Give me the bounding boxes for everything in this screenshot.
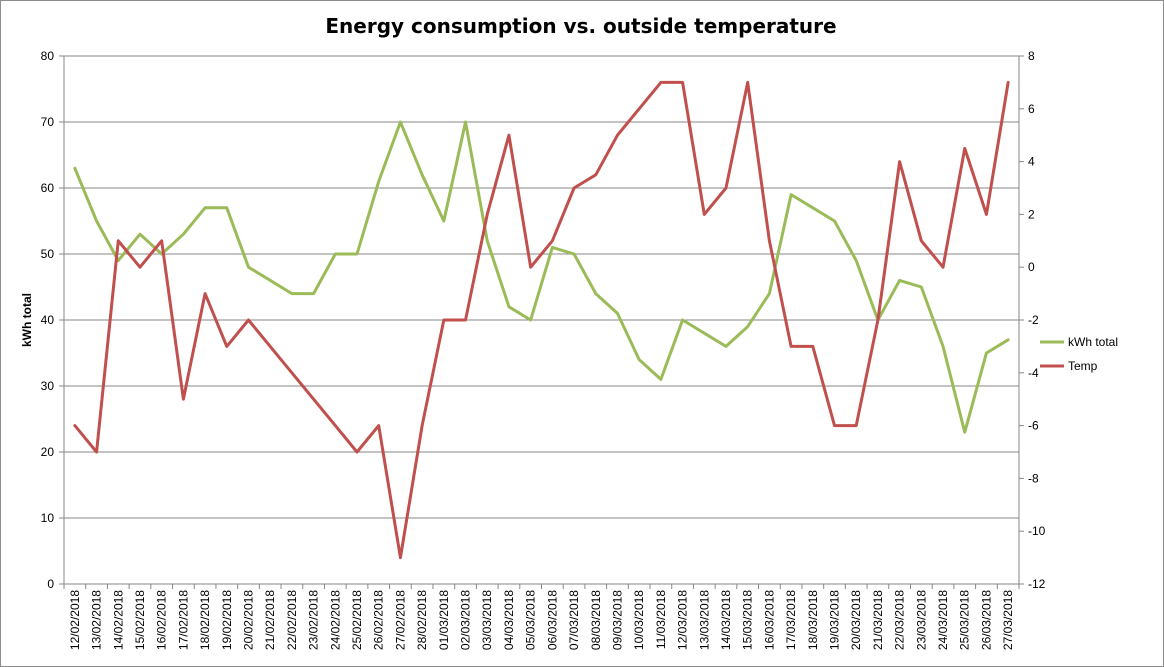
y-tick-label: 0 (47, 577, 54, 591)
y-tick-label: 60 (41, 181, 55, 195)
x-tick-label: 21/03/2018 (871, 590, 885, 650)
chart-title: Energy consumption vs. outside temperatu… (325, 14, 836, 38)
tick-labels: 0 10 20 30 40 50 60 70 80 -12 -10 -8 -6 -4 -2 0 2 4 6 8 12/0… (41, 49, 1046, 650)
x-tick-label: 14/02/2018 (111, 590, 125, 650)
x-tick-label: 24/02/2018 (328, 590, 342, 650)
y2-tick-label: 8 (1028, 49, 1035, 63)
x-tick-label: 23/03/2018 (914, 590, 928, 650)
x-tick-label: 18/03/2018 (806, 590, 820, 650)
x-tick-label: 24/03/2018 (936, 590, 950, 650)
x-tick-label: 12/02/2018 (68, 590, 82, 650)
x-tick-label: 13/03/2018 (697, 590, 711, 650)
x-tick-label: 09/03/2018 (610, 590, 624, 650)
x-tick-label: 02/03/2018 (459, 590, 473, 650)
y2-tick-label: -6 (1028, 419, 1039, 433)
x-tick-label: 15/03/2018 (741, 590, 755, 650)
x-tick-label: 19/03/2018 (828, 590, 842, 650)
x-tick-label: 28/02/2018 (415, 590, 429, 650)
x-tick-label: 13/02/2018 (90, 590, 104, 650)
x-tick-label: 11/03/2018 (654, 590, 668, 649)
y-axis-label: kWh total (20, 293, 34, 347)
series-lines (73, 80, 1010, 560)
y-tick-label: 80 (41, 49, 55, 63)
y-tick-label: 50 (41, 247, 55, 261)
x-tick-label: 01/03/2018 (437, 590, 451, 650)
x-tick-label: 22/02/2018 (285, 590, 299, 650)
y2-tick-label: 2 (1028, 207, 1035, 221)
x-tick-label: 17/02/2018 (176, 590, 190, 650)
x-tick-label: 26/02/2018 (372, 590, 386, 650)
x-tick-label: 27/03/2018 (1001, 590, 1015, 650)
y2-tick-label: 6 (1028, 102, 1035, 116)
x-tick-label: 14/03/2018 (719, 590, 733, 650)
x-tick-label: 18/02/2018 (198, 590, 212, 650)
y2-tick-label: -8 (1028, 471, 1039, 485)
series-line-temp (73, 80, 1010, 560)
y-tick-label: 40 (41, 313, 55, 327)
y2-tick-label: -2 (1028, 313, 1039, 327)
x-tick-label: 20/03/2018 (849, 590, 863, 650)
x-tick-label: 22/03/2018 (893, 590, 907, 650)
y2-tick-label: 0 (1028, 260, 1035, 274)
y2-tick-label: -10 (1028, 524, 1046, 538)
x-tick-label: 21/02/2018 (263, 590, 277, 650)
x-tick-label: 16/02/2018 (155, 590, 169, 650)
x-tick-label: 26/03/2018 (979, 590, 993, 650)
y-tick-label: 10 (41, 511, 55, 525)
y2-tick-label: -4 (1028, 366, 1039, 380)
x-tick-label: 25/02/2018 (350, 590, 364, 650)
y-tick-label: 20 (41, 445, 55, 459)
x-tick-label: 16/03/2018 (762, 590, 776, 650)
x-tick-label: 07/03/2018 (567, 590, 581, 650)
plot-axes (59, 55, 1024, 589)
x-tick-label: 03/03/2018 (480, 590, 494, 650)
x-tick-label: 04/03/2018 (502, 590, 516, 650)
x-tick-label: 06/03/2018 (545, 590, 559, 650)
x-tick-label: 12/03/2018 (676, 590, 690, 650)
y2-tick-label: 4 (1028, 155, 1035, 169)
x-tick-label: 23/02/2018 (307, 590, 321, 650)
x-tick-label: 25/03/2018 (958, 590, 972, 650)
x-tick-label: 08/03/2018 (589, 590, 603, 650)
x-tick-label: 15/02/2018 (133, 590, 147, 650)
x-tick-label: 19/02/2018 (220, 590, 234, 650)
x-tick-label: 05/03/2018 (524, 590, 538, 650)
series-line-kwh-total (73, 120, 1010, 434)
legend-label: kWh total (1068, 335, 1118, 349)
legend: kWh total Temp (1040, 335, 1118, 373)
legend-label: Temp (1068, 359, 1098, 373)
x-tick-label: 10/03/2018 (632, 590, 646, 650)
x-tick-label: 20/02/2018 (241, 590, 255, 650)
x-tick-label: 17/03/2018 (784, 590, 798, 650)
x-tick-label: 27/02/2018 (393, 590, 407, 650)
y-tick-label: 30 (41, 379, 55, 393)
y-tick-label: 70 (41, 115, 55, 129)
y2-tick-label: -12 (1028, 577, 1046, 591)
